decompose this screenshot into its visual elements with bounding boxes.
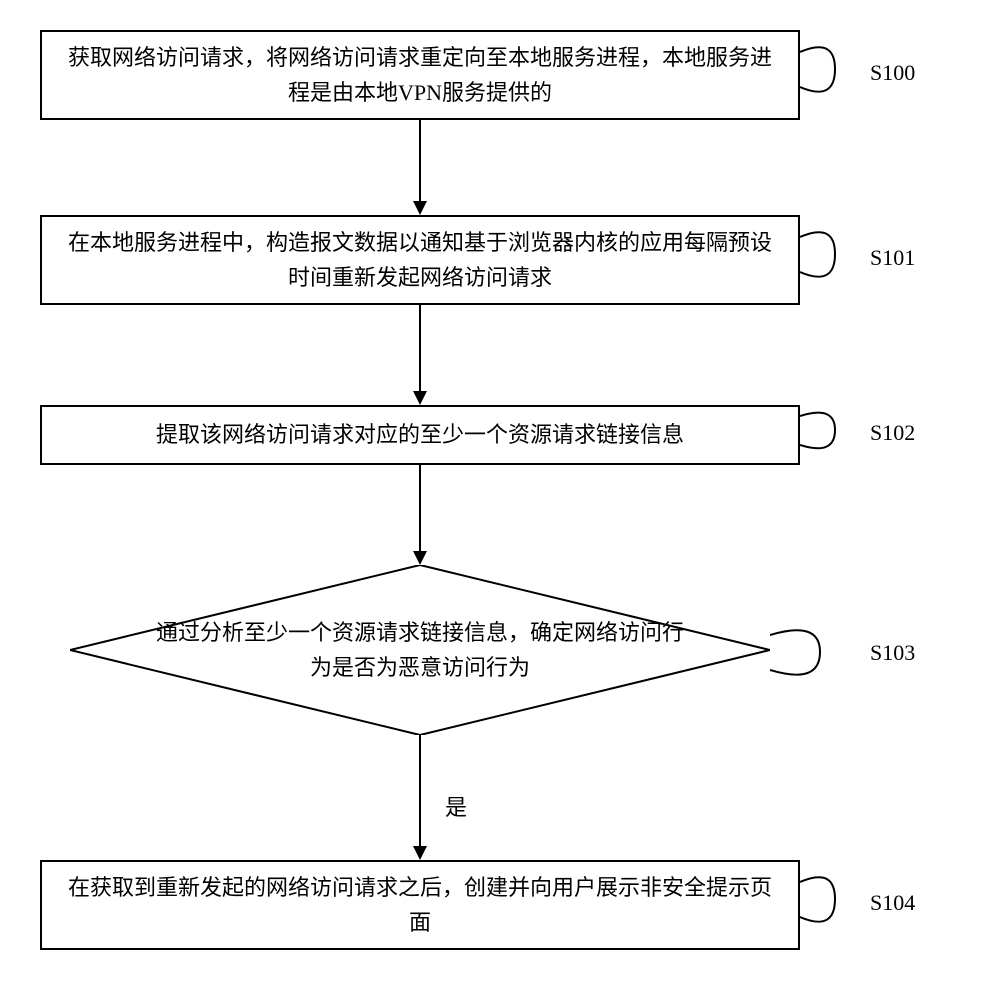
arrow-head-s101-s102 bbox=[413, 391, 427, 405]
step-s100-text: 获取网络访问请求，将网络访问请求重定向至本地服务进程，本地服务进程是由本地VPN… bbox=[58, 40, 782, 110]
step-s104-text: 在获取到重新发起的网络访问请求之后，创建并向用户展示非安全提示页面 bbox=[58, 870, 782, 940]
label-connector-s104 bbox=[800, 872, 870, 927]
arrow-head-s103-s104 bbox=[413, 846, 427, 860]
step-s101: 在本地服务进程中，构造报文数据以通知基于浏览器内核的应用每隔预设时间重新发起网络… bbox=[40, 215, 800, 305]
step-s100-label: S100 bbox=[870, 60, 915, 86]
arrow-s102-s103 bbox=[419, 465, 421, 551]
step-s102-label: S102 bbox=[870, 420, 915, 446]
decision-s103-text-wrap: 通过分析至少一个资源请求链接信息，确定网络访问行为是否为恶意访问行为 bbox=[150, 595, 690, 705]
arrow-head-s100-s101 bbox=[413, 201, 427, 215]
step-s100: 获取网络访问请求，将网络访问请求重定向至本地服务进程，本地服务进程是由本地VPN… bbox=[40, 30, 800, 120]
arrow-s100-s101 bbox=[419, 120, 421, 201]
label-connector-s102 bbox=[800, 408, 870, 453]
arrow-s103-s104 bbox=[419, 735, 421, 846]
label-connector-s101 bbox=[800, 227, 870, 282]
step-s102: 提取该网络访问请求对应的至少一个资源请求链接信息 bbox=[40, 405, 800, 465]
step-s104: 在获取到重新发起的网络访问请求之后，创建并向用户展示非安全提示页面 bbox=[40, 860, 800, 950]
edge-label-yes: 是 bbox=[445, 790, 467, 822]
step-s101-text: 在本地服务进程中，构造报文数据以通知基于浏览器内核的应用每隔预设时间重新发起网络… bbox=[58, 225, 782, 295]
arrow-head-s102-s103 bbox=[413, 551, 427, 565]
label-connector-s103 bbox=[770, 625, 870, 680]
step-s101-label: S101 bbox=[870, 245, 915, 271]
step-s104-label: S104 bbox=[870, 890, 915, 916]
decision-s103-label: S103 bbox=[870, 640, 915, 666]
decision-s103-text: 通过分析至少一个资源请求链接信息，确定网络访问行为是否为恶意访问行为 bbox=[150, 615, 690, 685]
arrow-s101-s102 bbox=[419, 305, 421, 391]
label-connector-s100 bbox=[800, 42, 870, 97]
step-s102-text: 提取该网络访问请求对应的至少一个资源请求链接信息 bbox=[156, 417, 684, 452]
flowchart-container: 获取网络访问请求，将网络访问请求重定向至本地服务进程，本地服务进程是由本地VPN… bbox=[0, 0, 1000, 1000]
